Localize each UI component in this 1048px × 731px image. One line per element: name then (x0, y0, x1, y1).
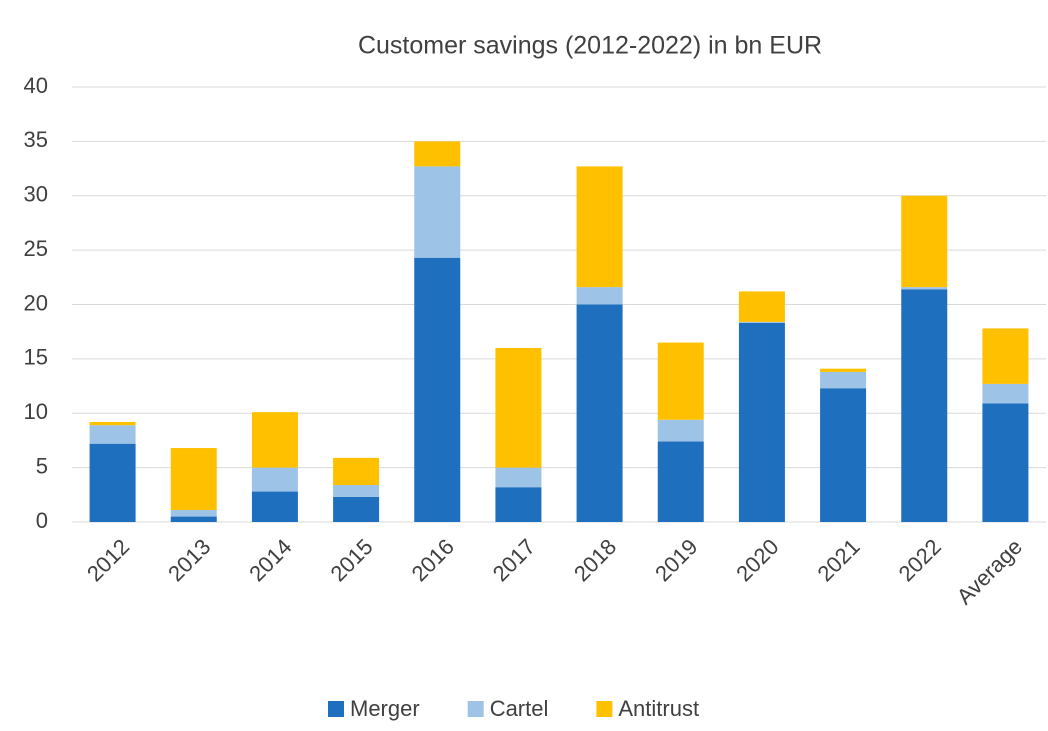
x-tick-label: 2017 (488, 534, 540, 586)
bar-segment (576, 304, 623, 522)
bar-segment (170, 510, 217, 517)
bar-segment (333, 485, 380, 497)
y-tick-label: 20 (24, 290, 48, 315)
bar-segment (576, 166, 623, 288)
bar-segment (820, 368, 867, 372)
y-tick-label: 30 (24, 182, 48, 207)
bar-segment (982, 403, 1029, 522)
bar-segment (89, 425, 136, 444)
bar-segment (495, 487, 542, 522)
legend-label: Merger (350, 696, 420, 721)
legend-swatch (328, 701, 344, 717)
bar-segment (657, 342, 704, 420)
x-tick-label: 2016 (407, 534, 459, 586)
bar-segment (820, 388, 867, 522)
bar-segment (333, 496, 380, 522)
y-tick-label: 10 (24, 399, 48, 424)
bar-segment (170, 516, 217, 522)
x-tick-label: 2013 (163, 534, 215, 586)
y-tick-label: 0 (36, 508, 48, 533)
bar-segment (414, 166, 461, 258)
bar-segment (414, 141, 461, 167)
bar-segment (738, 321, 785, 323)
bar-segment (738, 322, 785, 522)
bar-segment (901, 289, 948, 522)
bar-segment (738, 291, 785, 322)
bar-segment (333, 457, 380, 486)
x-tick-label: 2015 (325, 534, 377, 586)
x-tick-label: 2012 (82, 534, 134, 586)
bar-segment (576, 287, 623, 305)
x-tick-label: 2022 (894, 534, 946, 586)
bar-segment (657, 441, 704, 522)
bar-segment (901, 195, 948, 288)
legend-label: Cartel (490, 696, 549, 721)
bar-segment (495, 467, 542, 488)
bar-segment (820, 371, 867, 389)
bar-segment (251, 467, 298, 492)
y-tick-label: 15 (24, 345, 48, 370)
bar-segment (657, 419, 704, 442)
legend-swatch (596, 701, 613, 717)
x-tick-label: 2019 (650, 534, 702, 586)
x-tick-label: 2020 (731, 534, 783, 586)
y-tick-label: 5 (36, 453, 48, 478)
legend-swatch (467, 701, 484, 717)
bar-segment (495, 348, 542, 468)
x-tick-label: Average (952, 534, 1027, 609)
chart-title: Customer savings (2012-2022) in bn EUR (358, 32, 822, 60)
legend-label: Antitrust (618, 696, 699, 721)
bar-segment (982, 328, 1029, 384)
bar-segment (982, 383, 1029, 404)
bar-segment (251, 412, 298, 468)
x-tick-label: 2018 (569, 534, 621, 586)
y-tick-label: 35 (24, 127, 48, 152)
bar-segment (89, 443, 136, 522)
bar-segment (170, 448, 217, 511)
x-tick-label: 2021 (812, 534, 864, 586)
bar-segment (89, 421, 136, 426)
x-tick-label: 2014 (244, 534, 296, 586)
y-tick-label: 40 (24, 73, 48, 98)
bar-segment (251, 491, 298, 522)
y-tick-label: 25 (24, 236, 48, 261)
bar-segment (901, 287, 948, 290)
bar-segment (414, 257, 461, 522)
